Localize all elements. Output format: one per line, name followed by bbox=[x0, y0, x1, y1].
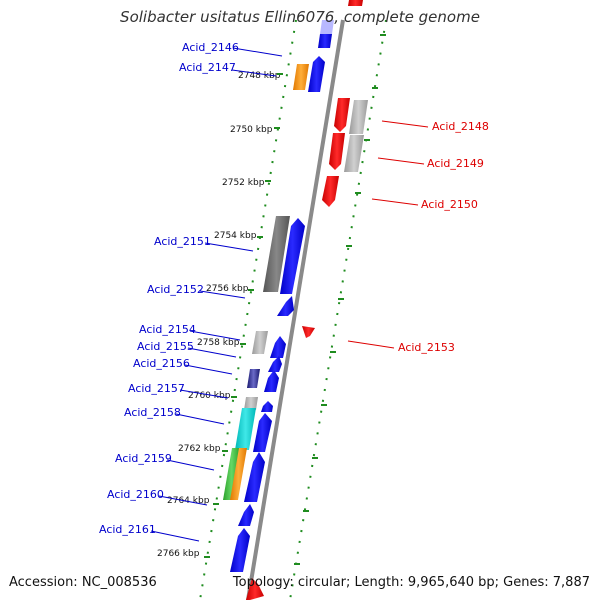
gene-label-acid-2150[interactable]: Acid_2150 bbox=[421, 198, 478, 211]
gene-label-acid-2146[interactable]: Acid_2146 bbox=[182, 41, 239, 54]
scale-label-2760: 2760 kbp bbox=[188, 391, 231, 401]
gene-block-acid-2154[interactable] bbox=[270, 336, 286, 358]
gene-block-acid-2158[interactable] bbox=[253, 413, 272, 452]
right-track-ticks bbox=[294, 34, 386, 565]
topology-text: Topology: circular; Length: 9,965,640 bp… bbox=[232, 575, 590, 590]
gene-label-acid-2147[interactable]: Acid_2147 bbox=[179, 61, 236, 74]
scale-label-2756: 2756 kbp bbox=[206, 284, 249, 294]
gene-label-acid-2155[interactable]: Acid_2155 bbox=[137, 340, 194, 353]
scale-label-2750: 2750 kbp bbox=[230, 125, 273, 135]
gene-block-bottom-red bbox=[246, 578, 264, 600]
scale-labels: 2748 kbp 2750 kbp 2752 kbp 2754 kbp 2756… bbox=[157, 71, 283, 559]
gene-label-acid-2149[interactable]: Acid_2149 bbox=[427, 157, 484, 170]
forward-gene-labels: Acid_2146 Acid_2147 Acid_2151 Acid_2152 … bbox=[99, 41, 283, 542]
gene-block-acid-2157[interactable] bbox=[261, 401, 273, 412]
gene-block-acid-2156[interactable] bbox=[264, 370, 279, 392]
gene-block-acid-2152[interactable] bbox=[277, 296, 294, 316]
gene-block-acid-2159[interactable] bbox=[244, 452, 265, 502]
gene-block-acid-2147[interactable] bbox=[308, 56, 325, 92]
gene-label-acid-2151[interactable]: Acid_2151 bbox=[154, 235, 211, 248]
accession-text: Accession: NC_008536 bbox=[9, 575, 157, 590]
forward-strand-features bbox=[223, 20, 334, 572]
map-title: Solibacter usitatus Ellin6076, complete … bbox=[120, 8, 480, 26]
gene-block-acid-2149-gray[interactable] bbox=[344, 135, 364, 172]
gene-block-acid-2149[interactable] bbox=[329, 133, 345, 170]
scale-label-2762: 2762 kbp bbox=[178, 444, 221, 454]
reverse-strand-features bbox=[246, 0, 368, 600]
gene-label-acid-2148[interactable]: Acid_2148 bbox=[432, 120, 489, 133]
scale-label-2758: 2758 kbp bbox=[197, 338, 240, 348]
gene-block-acid-2146[interactable] bbox=[318, 34, 332, 48]
gene-block-acid-2153[interactable] bbox=[302, 326, 315, 338]
gene-block-acid-2148-gray[interactable] bbox=[349, 100, 368, 134]
gene-block-acid-2161[interactable] bbox=[230, 528, 250, 572]
gene-block-acid-2154-gray[interactable] bbox=[252, 331, 268, 354]
genome-backbone bbox=[246, 19, 345, 601]
gene-label-acid-2160[interactable]: Acid_2160 bbox=[107, 488, 164, 501]
scale-label-2748: 2748 kbp bbox=[238, 71, 281, 81]
gene-label-acid-2158[interactable]: Acid_2158 bbox=[124, 406, 181, 419]
gene-block-acid-2151-gray[interactable] bbox=[263, 216, 290, 292]
gene-label-acid-2161[interactable]: Acid_2161 bbox=[99, 523, 156, 536]
gene-block-acid-2147-orange bbox=[293, 64, 309, 90]
gene-block-acid-2159-green[interactable] bbox=[223, 448, 240, 500]
scale-label-2766: 2766 kbp bbox=[157, 549, 200, 559]
gene-block-acid-2160[interactable] bbox=[238, 504, 254, 526]
gene-label-acid-2156[interactable]: Acid_2156 bbox=[133, 357, 190, 370]
gene-block-acid-2155[interactable] bbox=[268, 356, 282, 372]
scale-label-2752: 2752 kbp bbox=[222, 178, 265, 188]
scale-label-2754: 2754 kbp bbox=[214, 231, 257, 241]
gene-label-acid-2153[interactable]: Acid_2153 bbox=[398, 341, 455, 354]
gene-block-acid-2157-gray[interactable] bbox=[244, 397, 258, 410]
reverse-gene-labels: Acid_2148 Acid_2149 Acid_2150 Acid_2153 bbox=[347, 120, 489, 354]
gene-block-acid-2150[interactable] bbox=[322, 176, 339, 207]
gene-block-top-red bbox=[348, 0, 363, 6]
gene-label-acid-2154[interactable]: Acid_2154 bbox=[139, 323, 196, 336]
gene-block-acid-2148[interactable] bbox=[334, 98, 350, 132]
gene-block-acid-2151[interactable] bbox=[280, 218, 305, 294]
gene-label-acid-2157[interactable]: Acid_2157 bbox=[128, 382, 185, 395]
gene-block-acid-2158-cyan[interactable] bbox=[235, 408, 256, 450]
gene-label-acid-2159[interactable]: Acid_2159 bbox=[115, 452, 172, 465]
gene-block-acid-2146-pale bbox=[320, 20, 334, 34]
gene-label-acid-2152[interactable]: Acid_2152 bbox=[147, 283, 204, 296]
gene-block-acid-2159-orange[interactable] bbox=[230, 448, 247, 500]
gene-block-acid-2156-navy[interactable] bbox=[247, 369, 260, 388]
